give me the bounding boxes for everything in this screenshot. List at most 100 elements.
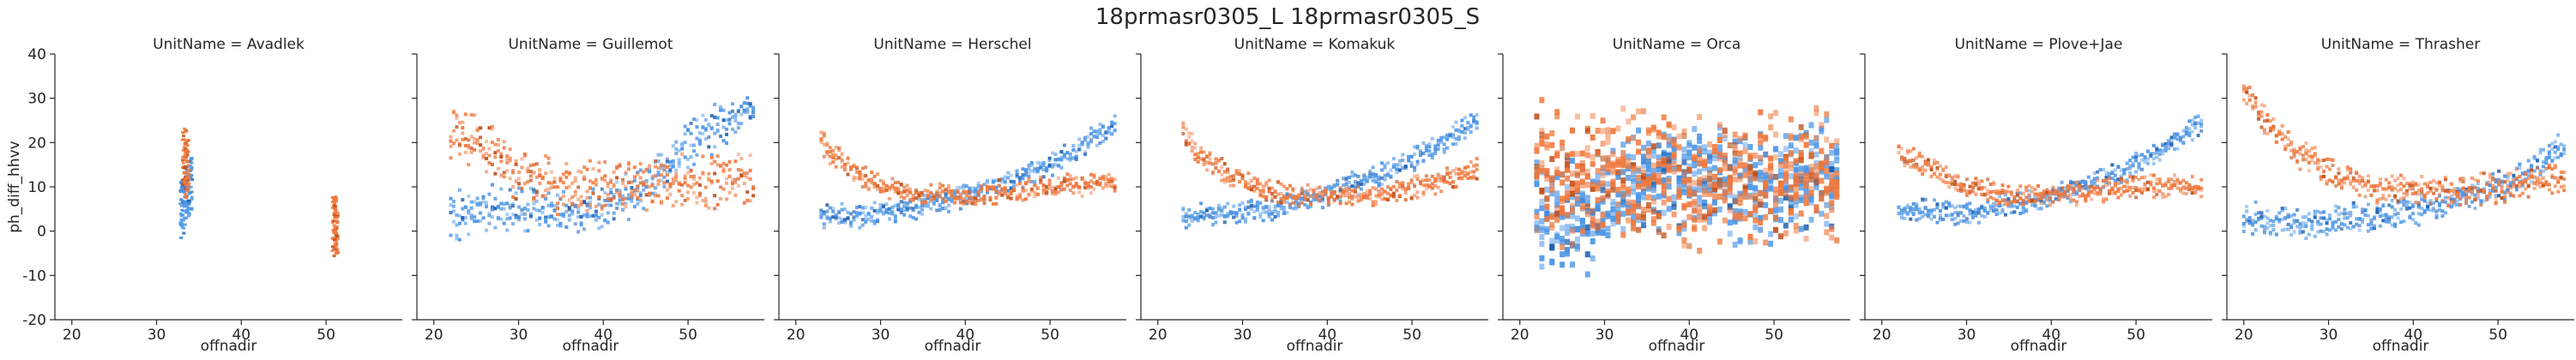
heatmap-cell xyxy=(511,213,516,217)
heatmap-cell xyxy=(713,131,717,135)
heatmap-cell xyxy=(701,154,705,159)
heatmap-cell xyxy=(2181,135,2186,139)
heatmap-cell xyxy=(511,202,516,207)
heatmap-cell xyxy=(1261,184,1265,189)
heatmap-cell xyxy=(1466,172,1470,177)
heatmap-cell xyxy=(1246,182,1251,186)
heatmap-cell xyxy=(1336,195,1340,199)
heatmap-cell xyxy=(2271,224,2276,228)
heatmap-cell xyxy=(1041,188,1046,192)
heatmap-cell xyxy=(2021,202,2025,207)
heatmap-cell xyxy=(1813,207,1819,214)
heatmap-cell xyxy=(1451,180,1456,184)
heatmap-cell xyxy=(1095,132,1099,136)
heatmap-cell xyxy=(1027,174,1031,178)
heatmap-cell xyxy=(1415,174,1420,178)
heatmap-cell xyxy=(2033,200,2037,204)
heatmap-cell xyxy=(958,193,962,197)
heatmap-cell xyxy=(2173,173,2177,177)
heatmap-cell xyxy=(1291,187,1295,191)
heatmap-cell xyxy=(1692,224,1698,231)
heatmap-cell xyxy=(457,188,462,192)
heatmap-cell xyxy=(742,182,746,186)
heatmap-cell xyxy=(1544,216,1550,223)
heatmap-cell xyxy=(1344,189,1348,194)
heatmap-cell xyxy=(656,166,661,171)
heatmap-cell xyxy=(1424,148,1428,153)
heatmap-cell xyxy=(1722,197,1728,204)
heatmap-cell xyxy=(1584,181,1590,188)
heatmap-cell xyxy=(499,152,504,156)
heatmap-cell xyxy=(1671,141,1677,147)
heatmap-cell xyxy=(1312,195,1316,199)
heatmap-cell xyxy=(1554,237,1560,244)
heatmap-cell xyxy=(1261,188,1265,192)
heatmap-cell xyxy=(487,126,492,130)
heatmap-cell xyxy=(1220,157,1224,161)
heatmap-cell xyxy=(1798,153,1804,159)
heatmap-cell xyxy=(1711,152,1717,159)
heatmap-cell xyxy=(181,219,185,222)
heatmap-cell xyxy=(677,182,681,186)
heatmap-cell xyxy=(2012,197,2017,201)
heatmap-cell xyxy=(1415,159,1420,164)
heatmap-cell xyxy=(1959,189,1964,193)
heatmap-cell xyxy=(499,207,504,211)
heatmap-cell xyxy=(1758,176,1764,183)
heatmap-cell xyxy=(908,187,913,191)
heatmap-cell xyxy=(1645,183,1651,189)
heatmap-cell xyxy=(1758,109,1764,116)
heatmap-cell xyxy=(2084,199,2088,203)
heatmap-cell xyxy=(1727,174,1733,181)
heatmap-cell xyxy=(703,117,708,122)
heatmap-cell xyxy=(1104,182,1108,186)
heatmap-cell xyxy=(1834,138,1840,145)
heatmap-cell xyxy=(1083,180,1088,184)
heatmap-cell xyxy=(938,205,942,209)
heatmap-cell xyxy=(1009,189,1013,194)
heatmap-cell xyxy=(1768,166,1774,173)
heatmap-cell xyxy=(1565,175,1571,182)
heatmap-cell xyxy=(864,218,868,222)
heatmap-cell xyxy=(1929,208,1934,213)
heatmap-cell xyxy=(2283,207,2288,211)
heatmap-cell xyxy=(1344,186,1348,190)
heatmap-cell xyxy=(1595,230,1601,237)
heatmap-cell xyxy=(579,214,583,219)
heatmap-cell xyxy=(1574,225,1580,232)
heatmap-cell xyxy=(686,157,691,161)
heatmap-cell xyxy=(1039,161,1043,165)
heatmap-cell xyxy=(1834,179,1840,186)
heatmap-cell xyxy=(974,189,978,194)
heatmap-cell xyxy=(1747,183,1753,190)
heatmap-cell xyxy=(2298,231,2302,235)
heatmap-cell xyxy=(579,223,583,227)
heatmap-cell xyxy=(532,171,536,175)
heatmap-cell xyxy=(184,200,188,203)
heatmap-cell xyxy=(475,129,480,133)
heatmap-cell xyxy=(1788,216,1794,223)
heatmap-cell xyxy=(1288,183,1292,188)
heatmap-cell xyxy=(544,154,548,159)
heatmap-cell xyxy=(1753,162,1759,169)
heatmap-cell xyxy=(2119,176,2123,180)
heatmap-cell xyxy=(180,208,184,212)
heatmap-cell xyxy=(2173,147,2177,151)
heatmap-cell xyxy=(624,184,628,189)
heatmap-cell xyxy=(2090,184,2094,189)
heatmap-cell xyxy=(848,224,853,228)
heatmap-cell xyxy=(727,190,732,195)
heatmap-cell xyxy=(609,187,613,191)
heatmap-cell xyxy=(528,214,533,219)
heatmap-cell xyxy=(479,201,483,205)
heatmap-cell xyxy=(1074,157,1078,161)
heatmap-cell xyxy=(1559,198,1566,205)
heatmap-cell xyxy=(1829,234,1835,241)
heatmap-cell xyxy=(822,222,826,226)
heatmap-cell xyxy=(182,171,186,175)
heatmap-cell xyxy=(1650,208,1656,215)
heatmap-cell xyxy=(638,197,642,201)
heatmap-cell xyxy=(887,196,891,201)
heatmap-cell xyxy=(1671,158,1677,165)
heatmap-cell xyxy=(1676,144,1682,151)
